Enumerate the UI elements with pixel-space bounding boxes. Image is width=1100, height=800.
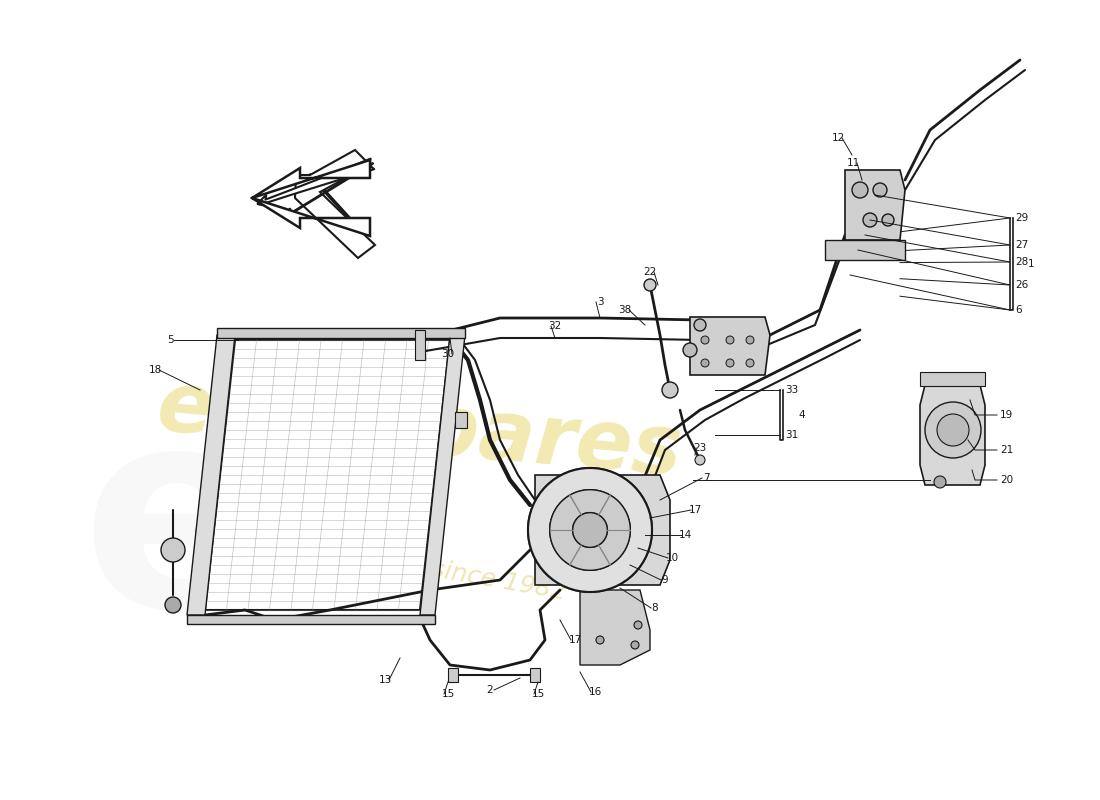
Text: 17: 17 bbox=[569, 635, 582, 645]
Text: 4: 4 bbox=[798, 410, 804, 420]
Bar bbox=[530, 668, 540, 682]
Circle shape bbox=[165, 597, 182, 613]
Circle shape bbox=[746, 336, 754, 344]
Text: 10: 10 bbox=[666, 553, 679, 563]
Circle shape bbox=[683, 343, 697, 357]
Text: 12: 12 bbox=[832, 133, 845, 143]
Circle shape bbox=[528, 468, 652, 592]
Bar bbox=[415, 330, 425, 360]
Text: 23: 23 bbox=[693, 443, 706, 453]
Circle shape bbox=[695, 455, 705, 465]
Text: 15: 15 bbox=[441, 689, 454, 699]
Text: 13: 13 bbox=[378, 675, 392, 685]
Circle shape bbox=[573, 513, 607, 547]
Text: 19: 19 bbox=[1000, 410, 1013, 420]
Polygon shape bbox=[580, 590, 650, 665]
Polygon shape bbox=[217, 328, 465, 338]
Polygon shape bbox=[187, 615, 434, 624]
Text: 38: 38 bbox=[618, 305, 631, 315]
Polygon shape bbox=[845, 170, 905, 240]
Circle shape bbox=[644, 279, 656, 291]
Circle shape bbox=[934, 476, 946, 488]
Text: e: e bbox=[81, 395, 270, 665]
Bar bbox=[920, 372, 984, 386]
Text: 2: 2 bbox=[486, 685, 493, 695]
Text: 33: 33 bbox=[785, 385, 799, 395]
Circle shape bbox=[746, 359, 754, 367]
Text: 26: 26 bbox=[1015, 280, 1028, 290]
Circle shape bbox=[550, 490, 630, 570]
Polygon shape bbox=[535, 475, 670, 585]
Circle shape bbox=[634, 621, 642, 629]
Text: 31: 31 bbox=[785, 430, 799, 440]
Polygon shape bbox=[825, 240, 905, 260]
Text: a passion for parts since 1982: a passion for parts since 1982 bbox=[191, 515, 568, 605]
Circle shape bbox=[726, 359, 734, 367]
Text: 3: 3 bbox=[596, 297, 603, 307]
Text: 22: 22 bbox=[644, 267, 657, 277]
Circle shape bbox=[864, 213, 877, 227]
Polygon shape bbox=[295, 150, 375, 258]
Text: 8: 8 bbox=[651, 603, 658, 613]
Text: 16: 16 bbox=[588, 687, 602, 697]
Text: 9: 9 bbox=[662, 575, 669, 585]
Text: 1: 1 bbox=[1028, 259, 1035, 269]
Circle shape bbox=[550, 490, 630, 570]
Circle shape bbox=[701, 336, 710, 344]
Polygon shape bbox=[205, 340, 450, 610]
Circle shape bbox=[528, 468, 652, 592]
Circle shape bbox=[596, 636, 604, 644]
Text: 21: 21 bbox=[1000, 445, 1013, 455]
Polygon shape bbox=[252, 160, 370, 236]
Text: 29: 29 bbox=[1015, 213, 1028, 223]
Text: eurospares: eurospares bbox=[154, 366, 686, 494]
Text: 15: 15 bbox=[531, 689, 544, 699]
Text: 28: 28 bbox=[1015, 257, 1028, 267]
Circle shape bbox=[925, 402, 981, 458]
Bar bbox=[455, 412, 468, 428]
Text: 18: 18 bbox=[148, 365, 162, 375]
Circle shape bbox=[726, 336, 734, 344]
Text: 5: 5 bbox=[167, 335, 174, 345]
Circle shape bbox=[573, 513, 607, 547]
Bar bbox=[448, 668, 458, 682]
Circle shape bbox=[631, 641, 639, 649]
Text: 6: 6 bbox=[1015, 305, 1022, 315]
Circle shape bbox=[873, 183, 887, 197]
Polygon shape bbox=[187, 335, 235, 615]
Text: 30: 30 bbox=[441, 349, 454, 359]
Polygon shape bbox=[920, 385, 984, 485]
Circle shape bbox=[161, 538, 185, 562]
Text: 17: 17 bbox=[689, 505, 702, 515]
Text: 20: 20 bbox=[1000, 475, 1013, 485]
Circle shape bbox=[701, 359, 710, 367]
Text: 11: 11 bbox=[846, 158, 859, 168]
Circle shape bbox=[937, 414, 969, 446]
Text: 27: 27 bbox=[1015, 240, 1028, 250]
Text: 7: 7 bbox=[703, 473, 710, 483]
Polygon shape bbox=[420, 335, 465, 615]
Text: 32: 32 bbox=[549, 321, 562, 331]
Text: 14: 14 bbox=[679, 530, 692, 540]
Circle shape bbox=[852, 182, 868, 198]
Circle shape bbox=[882, 214, 894, 226]
Circle shape bbox=[694, 319, 706, 331]
Polygon shape bbox=[690, 317, 770, 375]
Circle shape bbox=[662, 382, 678, 398]
